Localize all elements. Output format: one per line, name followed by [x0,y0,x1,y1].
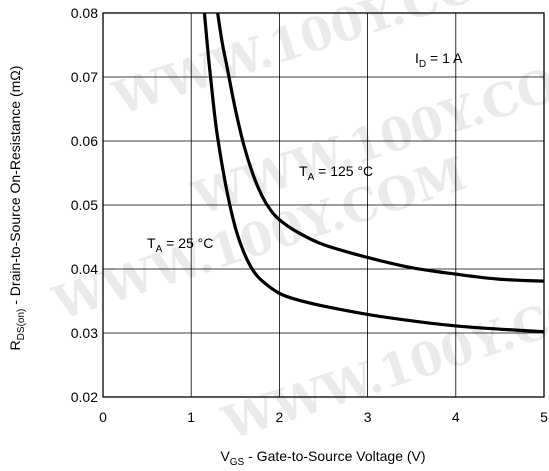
watermark-layer: WWW.100Y.COM WWW.100Y.COM WWW.100Y.COM W… [46,0,549,451]
annotation-id: ID = 1 A [415,50,463,70]
y-tick-label: 0.05 [71,197,98,213]
annotation-ta-25-rest: = 25 °C [162,235,213,251]
annotation-id-sub: D [419,59,426,70]
y-tick-labels: 0.02 0.03 0.04 0.05 0.06 0.07 0.08 [71,5,98,405]
annotation-ta-125-sub: A [308,172,315,183]
x-axis-label-main: V [220,448,230,464]
annotation-ta-25-main: T [147,235,156,251]
watermark-text: WWW.100Y.COM [216,266,549,451]
annotation-ta-25: TA = 25 °C [147,235,213,255]
x-tick-label: 2 [276,409,284,425]
x-axis-label: VGS - Gate-to-Source Voltage (V) [220,448,425,468]
y-tick-label: 0.08 [71,5,98,21]
x-tick-label: 4 [452,409,460,425]
x-tick-label: 1 [187,409,195,425]
y-tick-label: 0.07 [71,69,98,85]
y-tick-label: 0.02 [71,389,98,405]
y-axis-label-main: R [7,340,23,350]
x-tick-label: 3 [364,409,372,425]
y-tick-label: 0.03 [71,325,98,341]
x-tick-labels: 0 1 2 3 4 5 [99,409,548,425]
y-tick-label: 0.04 [71,261,98,277]
annotation-id-rest: = 1 A [426,50,463,66]
series-line-ta-125 [216,12,545,283]
x-tick-label: 0 [99,409,107,425]
annotation-ta-125-main: T [299,163,308,179]
series-line-ta-25 [202,12,545,334]
annotation-ta-125: TA = 125 °C [299,163,373,183]
y-axis-label: RDS(on) - Drain-to-Source On-Resistance … [7,66,27,351]
y-axis-label-sub: DS(on) [16,309,27,341]
y-tick-label: 0.06 [71,133,98,149]
annotation-ta-125-rest: = 125 °C [314,163,373,179]
x-tick-label: 5 [540,409,548,425]
y-axis-label-rest: - Drain-to-Source On-Resistance (mΩ) [7,66,23,309]
series-group [202,12,545,334]
x-axis-label-rest: - Gate-to-Source Voltage (V) [244,448,425,464]
x-axis-label-sub: GS [230,457,245,468]
plot-frame [102,12,545,398]
annotation-id-main: I [415,50,419,66]
annotation-ta-25-sub: A [156,244,163,255]
